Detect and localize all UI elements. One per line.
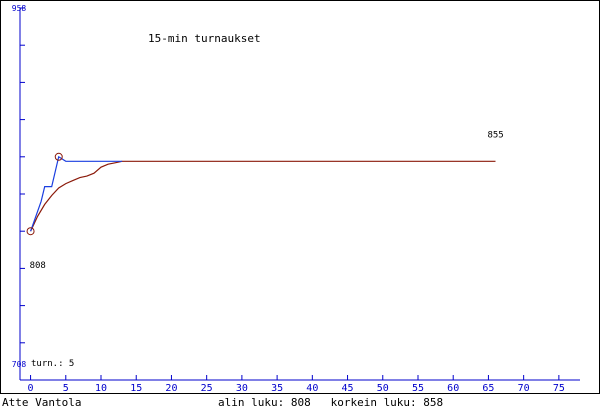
- end-value-label: 855: [487, 130, 503, 140]
- x-tick-label: 15: [130, 383, 142, 392]
- x-tick-label: 30: [236, 383, 248, 392]
- x-tick-label: 75: [553, 383, 565, 392]
- x-tick-label: 45: [342, 383, 354, 392]
- author-label: Atte Vantola: [2, 396, 82, 409]
- x-tick-label: 40: [306, 383, 318, 392]
- x-tick-label: 5: [63, 383, 69, 392]
- data-point-marker: [54, 152, 63, 161]
- x-tick-label: 25: [201, 383, 213, 392]
- chart-frame: [0, 0, 600, 394]
- x-tick-label: 35: [271, 383, 283, 392]
- line-chart: 0 5 10 15 20 25 30 35 40 45 50 55 60 65 70 75 958 708 15-…: [12, 4, 580, 392]
- series-line-blue: [30, 155, 123, 232]
- x-tick-label: 0: [28, 383, 34, 392]
- x-tick-label: 65: [482, 383, 494, 392]
- chart-title: 15-min turnaukset: [148, 32, 261, 45]
- x-tick-label: 10: [95, 383, 107, 392]
- x-tick-label: 55: [412, 383, 424, 392]
- range-summary: alin luku: 808 korkein luku: 858: [218, 396, 444, 409]
- y-max-label: 958: [12, 4, 27, 13]
- turn-count-label: turn.: 5: [31, 359, 74, 369]
- data-point-marker: [26, 227, 35, 236]
- x-tick-label: 60: [447, 383, 459, 392]
- y-min-label: 708: [12, 360, 27, 369]
- x-tick-label: 50: [377, 383, 389, 392]
- min-value-label: 808: [30, 261, 46, 271]
- series-line-red: [30, 160, 496, 232]
- x-tick-label: 20: [165, 383, 177, 392]
- x-tick-label: 70: [518, 383, 530, 392]
